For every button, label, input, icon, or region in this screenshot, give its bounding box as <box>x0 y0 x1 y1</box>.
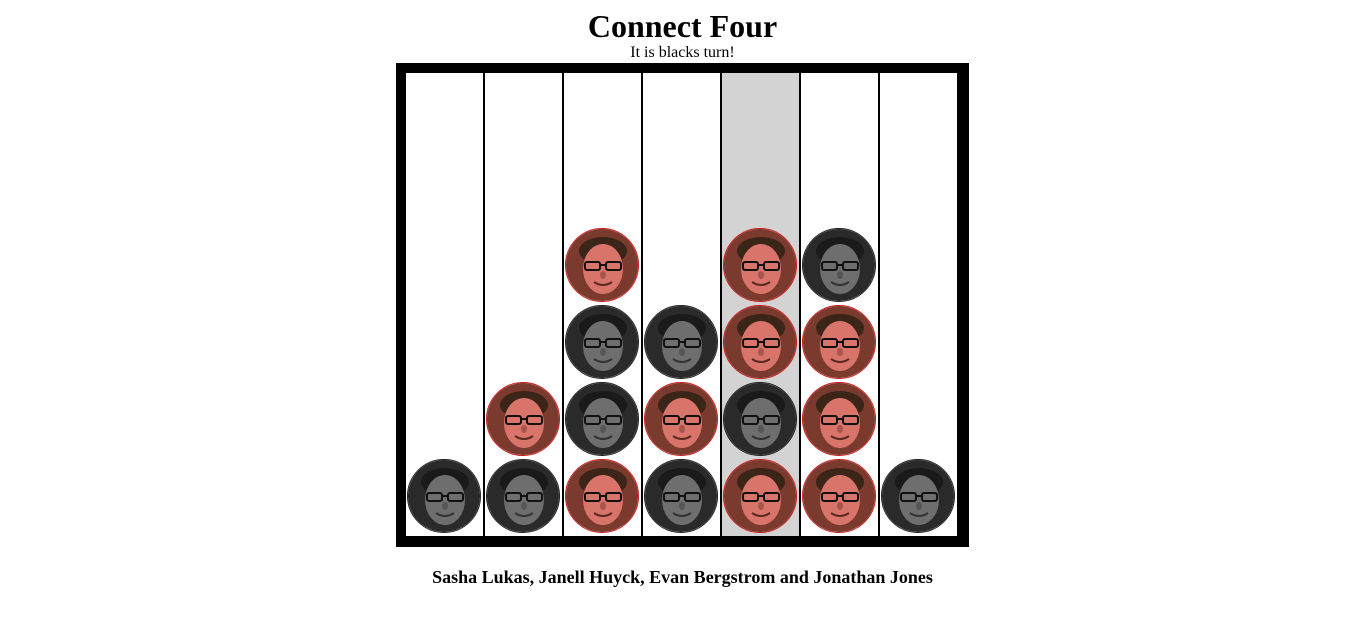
board-column-6[interactable] <box>801 73 878 536</box>
black-face-piece-icon <box>802 228 876 302</box>
red-face-piece-icon <box>802 305 876 379</box>
red-face-piece-icon <box>802 382 876 456</box>
red-face-piece-icon <box>723 459 797 533</box>
black-face-piece-icon <box>723 382 797 456</box>
black-face-piece-icon <box>486 459 560 533</box>
red-face-piece-icon <box>802 459 876 533</box>
board-column-4[interactable] <box>643 73 720 536</box>
red-face-piece-icon <box>486 382 560 456</box>
black-face-piece-icon <box>644 459 718 533</box>
board-column-3[interactable] <box>564 73 641 536</box>
board-column-2[interactable] <box>485 73 562 536</box>
red-face-piece-icon <box>723 305 797 379</box>
black-face-piece-icon <box>565 382 639 456</box>
black-face-piece-icon <box>881 459 955 533</box>
page-title: Connect Four <box>587 8 778 44</box>
credits: Sasha Lukas, Janell Huyck, Evan Bergstro… <box>432 567 933 587</box>
red-face-piece-icon <box>723 228 797 302</box>
turn-status: It is blacks turn! <box>630 44 735 61</box>
red-face-piece-icon <box>565 228 639 302</box>
black-face-piece-icon <box>565 305 639 379</box>
board-column-5[interactable] <box>722 73 799 536</box>
red-face-piece-icon <box>565 459 639 533</box>
board-column-1[interactable] <box>406 73 483 536</box>
red-face-piece-icon <box>644 382 718 456</box>
game-board <box>396 63 969 547</box>
black-face-piece-icon <box>644 305 718 379</box>
black-face-piece-icon <box>407 459 481 533</box>
board-column-7[interactable] <box>880 73 957 536</box>
